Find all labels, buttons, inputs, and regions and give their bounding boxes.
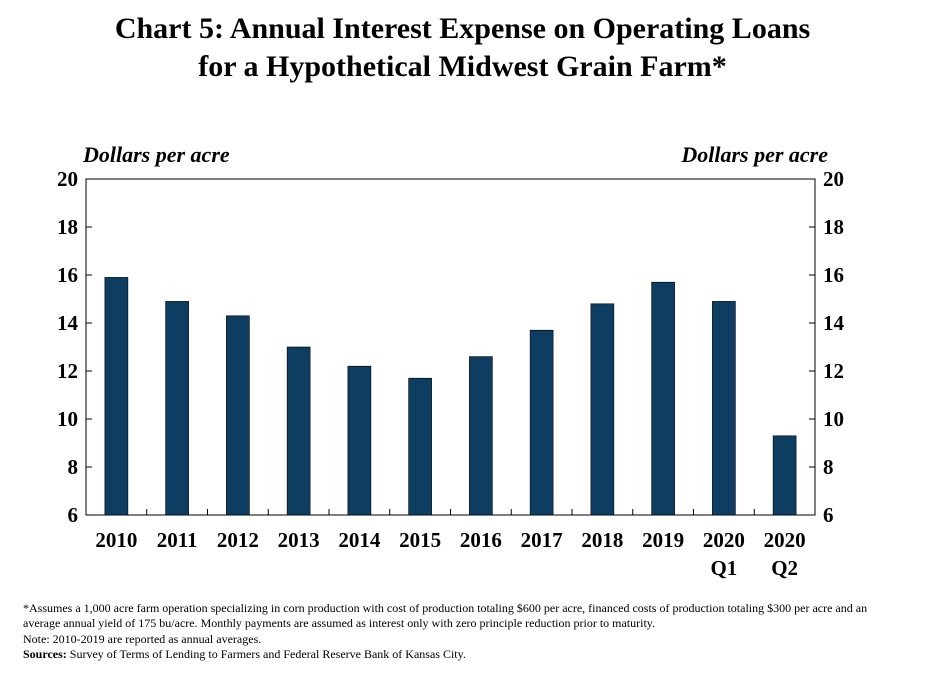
left-y-tick-label: 6 — [68, 503, 79, 527]
chart-title: Chart 5: Annual Interest Expense on Oper… — [0, 10, 925, 86]
x-tick-label: Q2 — [771, 556, 798, 580]
x-tick-label: Q1 — [710, 556, 737, 580]
chart-title-line-1: Chart 5: Annual Interest Expense on Oper… — [114, 12, 811, 45]
bar — [590, 303, 615, 516]
x-tick-label: 2015 — [399, 528, 441, 552]
x-tick-label: 2014 — [338, 528, 381, 552]
bar — [469, 356, 493, 516]
right-y-tick-label: 6 — [823, 503, 834, 527]
right-y-tick-label: 14 — [823, 311, 845, 335]
right-y-tick-label: 16 — [823, 263, 844, 287]
right-y-tick-label: 8 — [823, 455, 834, 479]
sources-text: Survey of Terms of Lending to Farmers an… — [66, 646, 466, 661]
x-tick-label: 2020 — [703, 528, 745, 552]
x-tick-label: 2019 — [642, 528, 684, 552]
x-tick-label: 2011 — [157, 528, 198, 552]
bar — [772, 435, 797, 516]
footnote: *Assumes a 1,000 acre farm operation spe… — [23, 601, 868, 631]
left-y-tick-label: 10 — [57, 407, 78, 431]
bar — [651, 281, 675, 516]
bar — [712, 301, 736, 516]
left-y-tick-label: 8 — [68, 455, 79, 479]
x-tick-label: 2012 — [217, 528, 259, 552]
right-y-tick-label: 20 — [823, 167, 844, 191]
chart-notes: *Assumes a 1,000 acre farm operation spe… — [23, 601, 903, 662]
x-tick-label: 2017 — [521, 528, 563, 552]
x-tick-label: 2018 — [581, 528, 623, 552]
left-y-tick-label: 14 — [57, 311, 79, 335]
bar — [347, 365, 372, 516]
x-tick-label: 2020 — [764, 528, 806, 552]
right-y-tick-label: 10 — [823, 407, 844, 431]
right-axis-unit-label: Dollars per acre — [681, 142, 828, 167]
left-y-tick-label: 16 — [57, 263, 78, 287]
bar — [408, 377, 432, 516]
left-y-tick-label: 18 — [57, 215, 78, 239]
x-tick-label: 2016 — [460, 528, 502, 552]
bar — [226, 315, 250, 516]
left-y-tick-label: 12 — [57, 359, 78, 383]
plot-frame — [85, 178, 816, 516]
left-y-tick-label: 20 — [57, 167, 78, 191]
bar — [529, 329, 554, 516]
sources-line: Sources: Survey of Terms of Lending to F… — [23, 647, 903, 662]
bar — [286, 346, 311, 516]
x-tick-label: 2010 — [95, 528, 137, 552]
x-tick-label: 2013 — [278, 528, 320, 552]
right-y-tick-label: 12 — [823, 359, 844, 383]
chart-title-line-2: for a Hypothetical Midwest Grain Farm* — [198, 50, 727, 83]
annual-average-note: Note: 2010-2019 are reported as annual a… — [23, 631, 262, 646]
sources-label: Sources: — [23, 646, 67, 661]
bar — [104, 277, 129, 516]
right-y-tick-label: 18 — [823, 215, 844, 239]
bar — [165, 301, 189, 516]
left-axis-unit-label: Dollars per acre — [83, 142, 230, 167]
